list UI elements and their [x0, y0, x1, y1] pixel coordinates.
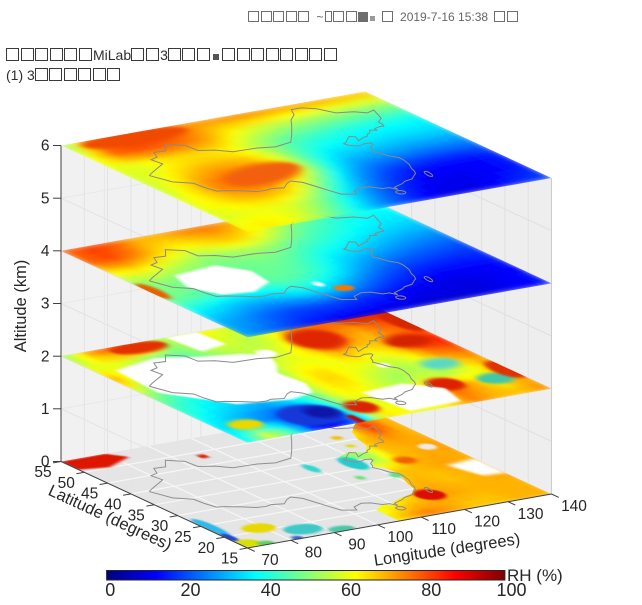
- svg-text:RH (%): RH (%): [507, 566, 563, 585]
- svg-text:40: 40: [104, 496, 122, 513]
- svg-text:1: 1: [41, 401, 50, 418]
- svg-text:30: 30: [151, 518, 169, 535]
- svg-text:3: 3: [41, 296, 50, 313]
- svg-text:20: 20: [180, 580, 200, 600]
- svg-text:120: 120: [474, 513, 500, 530]
- svg-text:60: 60: [341, 580, 361, 600]
- svg-text:55: 55: [34, 464, 51, 481]
- svg-text:140: 140: [561, 498, 587, 515]
- svg-text:20: 20: [198, 540, 216, 557]
- svg-text:100: 100: [496, 580, 526, 600]
- svg-text:45: 45: [81, 486, 98, 503]
- svg-text:0: 0: [41, 454, 50, 471]
- svg-text:100: 100: [387, 529, 413, 546]
- svg-text:110: 110: [431, 521, 456, 538]
- svg-text:130: 130: [518, 506, 544, 523]
- svg-text:70: 70: [261, 552, 279, 569]
- svg-text:25: 25: [174, 529, 191, 546]
- svg-text:4: 4: [41, 243, 50, 260]
- svg-text:40: 40: [261, 580, 281, 600]
- svg-text:50: 50: [58, 475, 76, 492]
- svg-text:6: 6: [41, 138, 50, 155]
- svg-text:0: 0: [105, 580, 115, 600]
- svg-text:Altitude (km): Altitude (km): [12, 260, 30, 353]
- svg-text:15: 15: [221, 551, 238, 568]
- svg-text:80: 80: [421, 580, 441, 600]
- svg-text:2: 2: [41, 348, 50, 365]
- svg-text:35: 35: [128, 507, 145, 524]
- svg-text:90: 90: [348, 537, 366, 554]
- svg-text:80: 80: [305, 544, 323, 561]
- svg-text:5: 5: [41, 190, 50, 207]
